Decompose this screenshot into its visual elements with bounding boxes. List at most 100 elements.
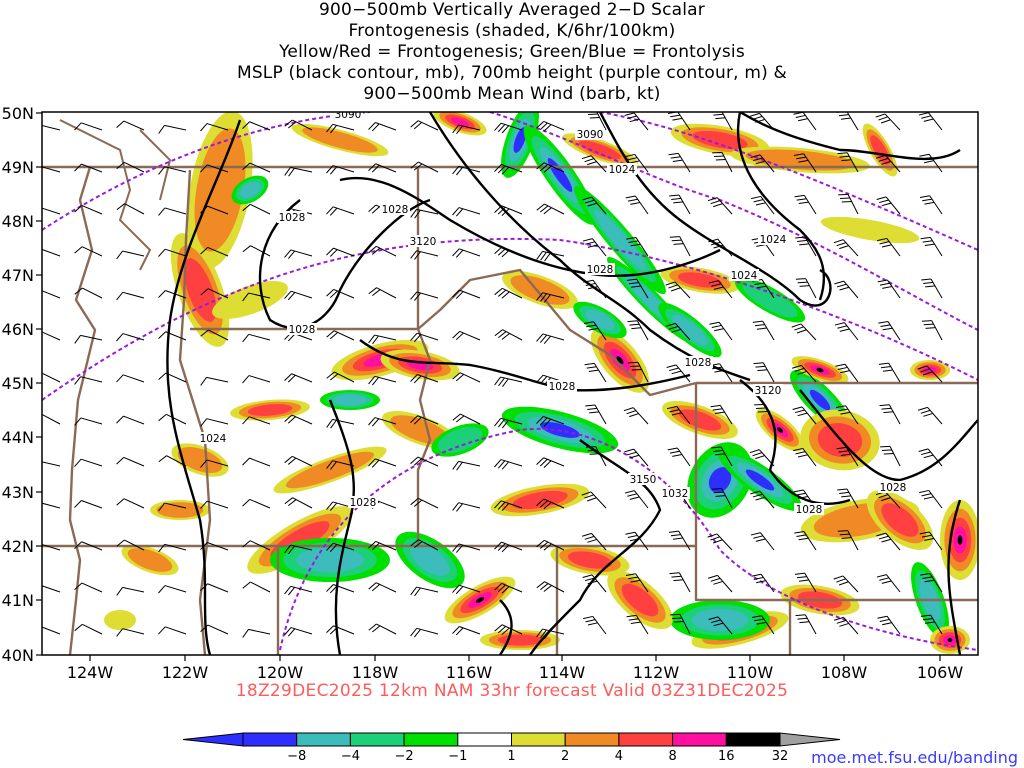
wind-barb [116, 456, 145, 467]
frontogenesis-patch [291, 123, 389, 157]
wind-barb [667, 447, 691, 467]
wind-barb [410, 539, 439, 551]
colorbar-tick-label: 1 [507, 749, 515, 764]
wind-barb [452, 372, 481, 383]
wind-barb [158, 455, 187, 467]
title-line-1: 900−500mb Vertically Averaged 2−D Scalar [319, 0, 705, 20]
title-line-5: 900−500mb Mean Wind (barb, kt) [363, 84, 661, 104]
colorbar-swatch [349, 732, 405, 747]
wind-barb [242, 540, 271, 551]
wind-barb [242, 375, 271, 384]
wind-barb [752, 320, 775, 341]
lat-label: 43N [2, 483, 34, 502]
frontogenesis-patch [791, 356, 849, 384]
colorbar-tick-label: 2 [561, 749, 569, 764]
colorbar-tick-label: 32 [772, 749, 789, 764]
wind-barb [876, 154, 901, 173]
frontogenesis-patch [820, 216, 920, 244]
wind-barb [750, 112, 775, 131]
wind-barb [494, 205, 523, 216]
wind-barb [711, 446, 733, 467]
wind-barb [410, 456, 439, 467]
frontogenesis-patch [573, 301, 627, 339]
wind-barb [750, 532, 775, 551]
wind-barb [876, 574, 901, 593]
wind-barb [920, 614, 943, 635]
wind-barb [242, 628, 271, 638]
wind-barb [709, 321, 733, 341]
wind-barb [751, 615, 775, 635]
wind-barb [284, 414, 313, 425]
svg-text:1028: 1028 [587, 264, 614, 276]
wind-barb [368, 163, 397, 173]
wind-barb [410, 497, 439, 509]
wind-barb [200, 624, 229, 635]
mslp-label: 1024 [758, 233, 788, 246]
wind-barb [74, 204, 103, 215]
wind-barb [452, 502, 481, 512]
wind-barb [242, 498, 271, 509]
wind-barb [116, 333, 145, 342]
wind-barb [879, 404, 901, 425]
wind-barb [792, 364, 817, 383]
wind-barb [200, 459, 229, 468]
lon-label: 110W [727, 663, 774, 682]
wind-barb [708, 574, 733, 593]
svg-text:3150: 3150 [630, 474, 657, 486]
wind-barb [536, 457, 565, 468]
frontogenesis-patch [273, 446, 387, 494]
wind-barb [878, 362, 901, 383]
wind-barb [835, 363, 859, 383]
wind-barb [666, 322, 691, 341]
mslp-label: 1028 [585, 263, 615, 276]
contour-labels: 1028 1028 1028 1024 1028 1028 1028 1024 1024 1024… [198, 112, 908, 516]
wind-barb [42, 330, 61, 341]
wind-barb [792, 406, 817, 425]
wind-barb [712, 151, 733, 173]
lon-label: 122W [162, 663, 209, 682]
wind-barb [116, 586, 145, 596]
wind-barb [628, 361, 649, 383]
wind-barb [368, 623, 397, 635]
svg-text:1028: 1028 [880, 482, 907, 494]
wind-barb [921, 320, 943, 341]
wind-barb [116, 161, 145, 173]
wind-barb [74, 623, 103, 635]
wind-barb [536, 292, 565, 303]
wind-barb [284, 497, 313, 509]
wind-barb [919, 531, 943, 551]
colorbar-tick-label: −1 [448, 749, 467, 764]
wind-barb [200, 583, 229, 593]
wind-barb [836, 446, 859, 467]
height-label: 3120 [408, 235, 438, 248]
frontogenesis-patch [550, 544, 630, 576]
height-contour [599, 112, 978, 251]
height-label: 3090 [575, 128, 605, 141]
wind-barb [326, 288, 355, 299]
wind-barb [918, 448, 943, 467]
wind-barb [452, 248, 481, 258]
mslp-label: 1028 [547, 380, 577, 393]
wind-barb [116, 374, 145, 383]
wind-barb [920, 236, 943, 257]
run-info: 18Z29DEC2025 12km NAM 33hr forecast Vali… [235, 681, 789, 701]
wind-barb [536, 162, 565, 173]
frontogenesis-patch [444, 576, 516, 624]
wind-barb [919, 153, 943, 173]
wind-barb [917, 365, 943, 383]
wind-barb [750, 154, 775, 173]
lon-label: 124W [67, 663, 114, 682]
wind-barb [494, 329, 523, 341]
wind-barb [795, 278, 817, 299]
wind-barb [837, 488, 859, 509]
wind-barb [794, 194, 817, 215]
wind-barb [833, 239, 859, 257]
wind-barb [200, 123, 229, 132]
frontogenesis-patch [502, 271, 578, 309]
wind-barb [751, 195, 775, 215]
wind-barb [326, 123, 355, 134]
wind-barb [326, 165, 355, 175]
wind-barb [877, 237, 901, 257]
wind-barb [710, 404, 733, 425]
